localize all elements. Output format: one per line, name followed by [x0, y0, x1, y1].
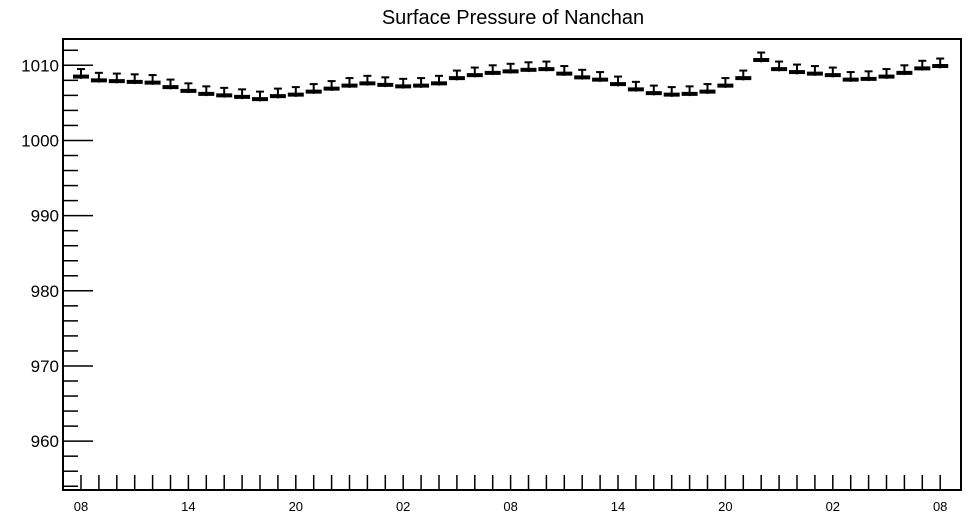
data-point — [144, 74, 161, 85]
data-point — [287, 86, 304, 97]
x-tick-label: 02 — [396, 499, 410, 514]
data-point — [126, 73, 143, 85]
x-tick-label: 08 — [933, 499, 947, 514]
data-point — [592, 71, 609, 82]
x-tick-label: 08 — [503, 499, 517, 514]
data-point — [431, 74, 447, 86]
data-point — [681, 85, 698, 97]
data-point — [556, 65, 573, 76]
data-point — [234, 88, 251, 100]
data-point — [896, 64, 913, 76]
data-point — [860, 70, 877, 82]
data-point — [466, 66, 483, 78]
data-point — [484, 64, 501, 76]
x-tick-label: 20 — [289, 499, 303, 514]
data-point — [932, 57, 949, 69]
y-tick-label: 980 — [31, 282, 59, 301]
data-point — [73, 68, 89, 79]
data-point — [663, 86, 680, 97]
data-point — [699, 83, 716, 94]
data-point — [269, 87, 286, 99]
data-point — [108, 72, 125, 84]
data-point — [520, 61, 537, 73]
data-point — [216, 86, 233, 98]
x-tick-label: 08 — [74, 499, 88, 514]
data-point — [645, 84, 662, 96]
y-tick-label: 960 — [31, 432, 59, 451]
x-tick-label: 20 — [718, 499, 732, 514]
data-point — [180, 82, 197, 94]
chart-title: Surface Pressure of Nanchan — [382, 7, 644, 29]
x-tick-label: 14 — [611, 499, 625, 514]
y-axis: 960 970 980 990 1000 1010 — [21, 49, 93, 487]
data-point — [771, 60, 788, 72]
y-tick-label: 1010 — [21, 56, 59, 75]
data-point — [806, 65, 823, 76]
data-point — [717, 77, 734, 88]
data-point — [377, 76, 394, 88]
x-tick-label: 02 — [826, 499, 840, 514]
data-point — [789, 63, 805, 75]
data-point — [914, 59, 931, 71]
data-point — [538, 60, 555, 72]
data-point — [753, 51, 770, 63]
data-point — [735, 69, 752, 81]
y-tick-label: 1000 — [21, 131, 59, 150]
data-point — [842, 71, 859, 82]
data-point — [610, 75, 626, 87]
data-point — [252, 90, 268, 102]
data-point — [824, 66, 841, 78]
data-point — [413, 77, 430, 88]
x-axis: 08 14 20 02 08 14 20 02 08 — [74, 475, 947, 514]
plot-frame — [62, 38, 962, 491]
data-point — [90, 71, 107, 83]
data-point — [448, 69, 465, 81]
data-point — [198, 85, 215, 97]
data-point — [162, 78, 179, 90]
data-point — [574, 68, 591, 80]
data-point — [502, 62, 519, 74]
data-point — [395, 77, 412, 89]
data-series — [73, 51, 949, 102]
data-point — [359, 74, 376, 86]
y-tick-label: 970 — [31, 357, 59, 376]
data-point — [627, 80, 644, 92]
data-point — [323, 80, 340, 91]
data-point — [878, 68, 895, 79]
data-point — [305, 83, 322, 94]
data-point — [341, 77, 358, 88]
x-tick-label: 14 — [181, 499, 195, 514]
y-tick-label: 990 — [31, 207, 59, 226]
